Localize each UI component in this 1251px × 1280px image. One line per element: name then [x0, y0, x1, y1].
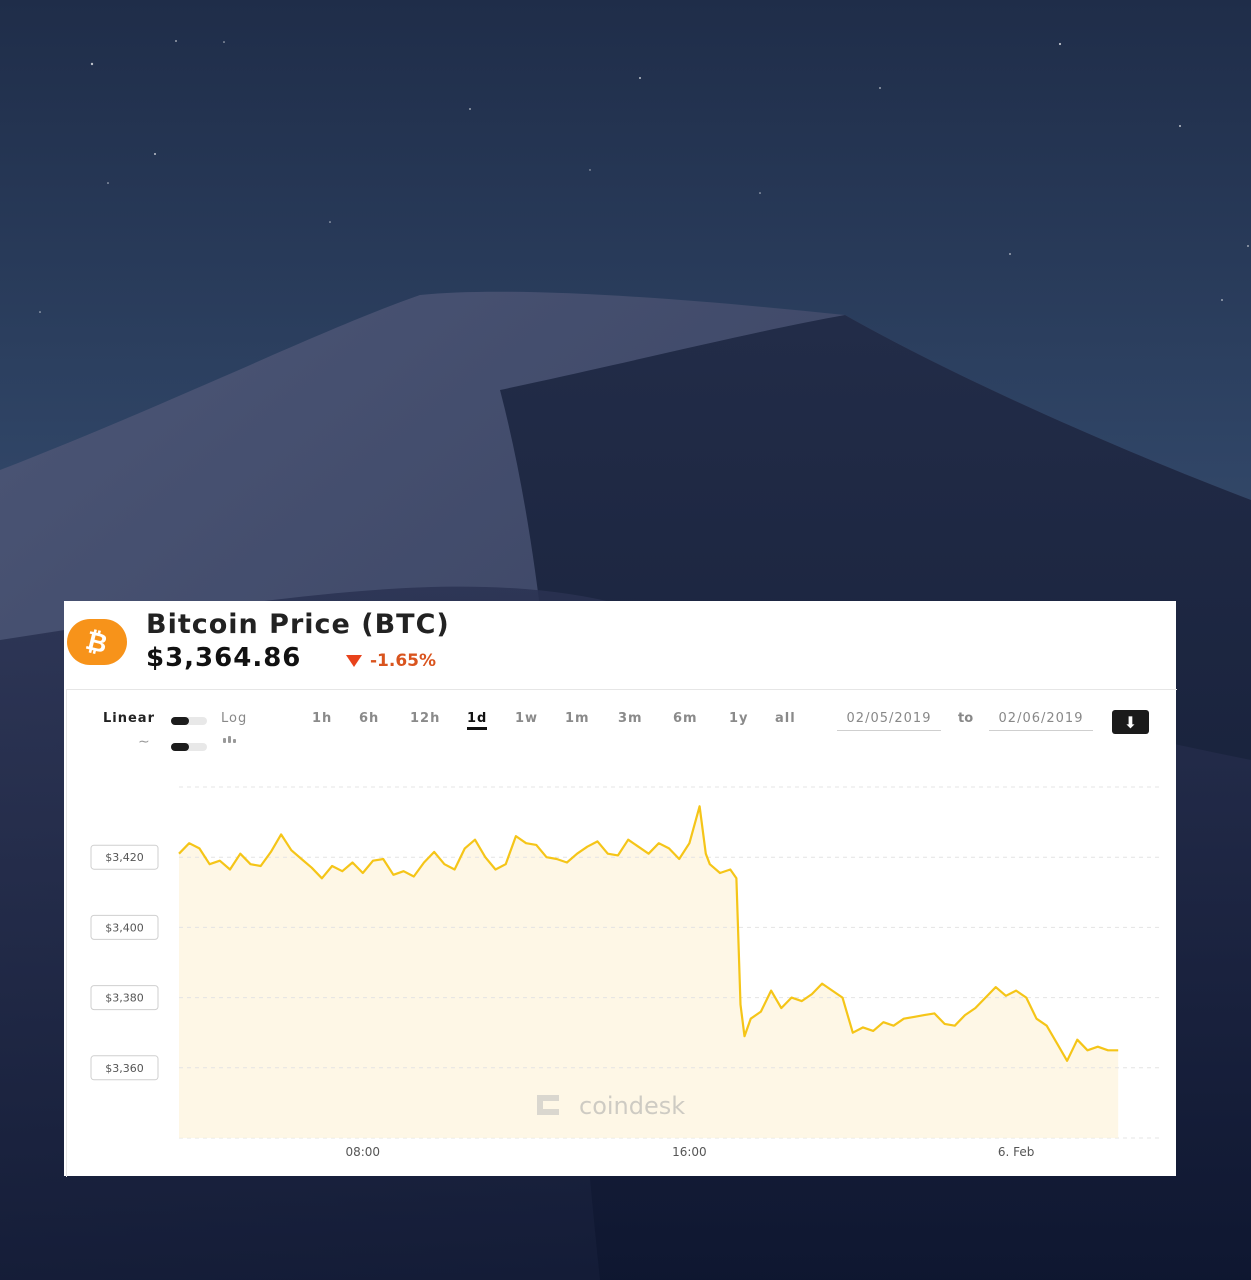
- range-button-1h[interactable]: 1h: [312, 711, 333, 726]
- range-button-12h[interactable]: 12h: [410, 711, 441, 726]
- y-tick-box: [90, 844, 159, 870]
- watermark-text: coindesk: [579, 1092, 685, 1120]
- scale-toggle-knob: [171, 717, 189, 725]
- y-tick-box: [90, 1055, 159, 1081]
- price-line: [178, 805, 1119, 1062]
- chart-type-toggle-knob: [171, 743, 189, 751]
- range-button-1w[interactable]: 1w: [515, 711, 539, 726]
- y-tick-label: $3,380: [105, 992, 144, 1005]
- chart-type-toggle[interactable]: [171, 743, 207, 751]
- date-from-input[interactable]: 02/05/2019: [837, 711, 941, 731]
- range-button-all[interactable]: all: [775, 711, 796, 726]
- y-tick-label: $3,400: [105, 921, 144, 934]
- coindesk-watermark: coindesk: [537, 1092, 685, 1120]
- date-to-input[interactable]: 02/06/2019: [989, 711, 1093, 731]
- price-change-value: -1.65%: [370, 651, 437, 671]
- x-tick-label: 6. Feb: [998, 1145, 1035, 1159]
- y-tick-box: [90, 985, 159, 1011]
- y-tick-label: $3,420: [105, 851, 144, 864]
- x-tick-label: 08:00: [345, 1145, 380, 1159]
- download-button[interactable]: ⬇: [1112, 710, 1149, 734]
- range-button-3m[interactable]: 3m: [618, 711, 643, 726]
- range-button-1y[interactable]: 1y: [729, 711, 749, 726]
- scale-linear-label: Linear: [103, 711, 155, 726]
- range-button-1m[interactable]: 1m: [565, 711, 590, 726]
- line-chart-icon[interactable]: ∼: [138, 734, 150, 750]
- range-button-6h[interactable]: 6h: [359, 711, 380, 726]
- y-tick-label: $3,360: [105, 1062, 144, 1075]
- down-arrow-icon: [346, 655, 362, 667]
- scale-toggle[interactable]: [171, 717, 207, 725]
- bitcoin-logo: ₿: [67, 619, 127, 665]
- page-title: Bitcoin Price (BTC): [146, 609, 450, 640]
- range-button-6m[interactable]: 6m: [673, 711, 698, 726]
- bitcoin-price-card: ₿ Bitcoin Price (BTC) $3,364.86 -1.65% L…: [64, 601, 1177, 1177]
- download-icon: ⬇: [1123, 712, 1138, 732]
- candle-bar: [233, 739, 236, 743]
- candle-bar: [223, 738, 226, 743]
- price-chart: $3,360 $3,380 $3,400 $3,420 08:00 16:00 6. Feb…: [90, 786, 1159, 1159]
- current-price: $3,364.86: [146, 643, 302, 673]
- x-tick-label: 16:00: [672, 1145, 707, 1159]
- scale-log-label: Log: [221, 711, 248, 726]
- y-tick-box: [90, 914, 159, 940]
- coindesk-logo-icon: [537, 1095, 559, 1115]
- candle-bar: [228, 736, 231, 743]
- price-change: -1.65%: [346, 651, 436, 671]
- date-to-label: to: [958, 711, 974, 726]
- price-area: [179, 806, 1119, 1138]
- chart-panel: Linear Log ∼ 1h 6h 12h 1d 1w 1m 3m 6m 1y all 02/0…: [66, 689, 1177, 1177]
- range-button-1d[interactable]: 1d: [467, 711, 488, 730]
